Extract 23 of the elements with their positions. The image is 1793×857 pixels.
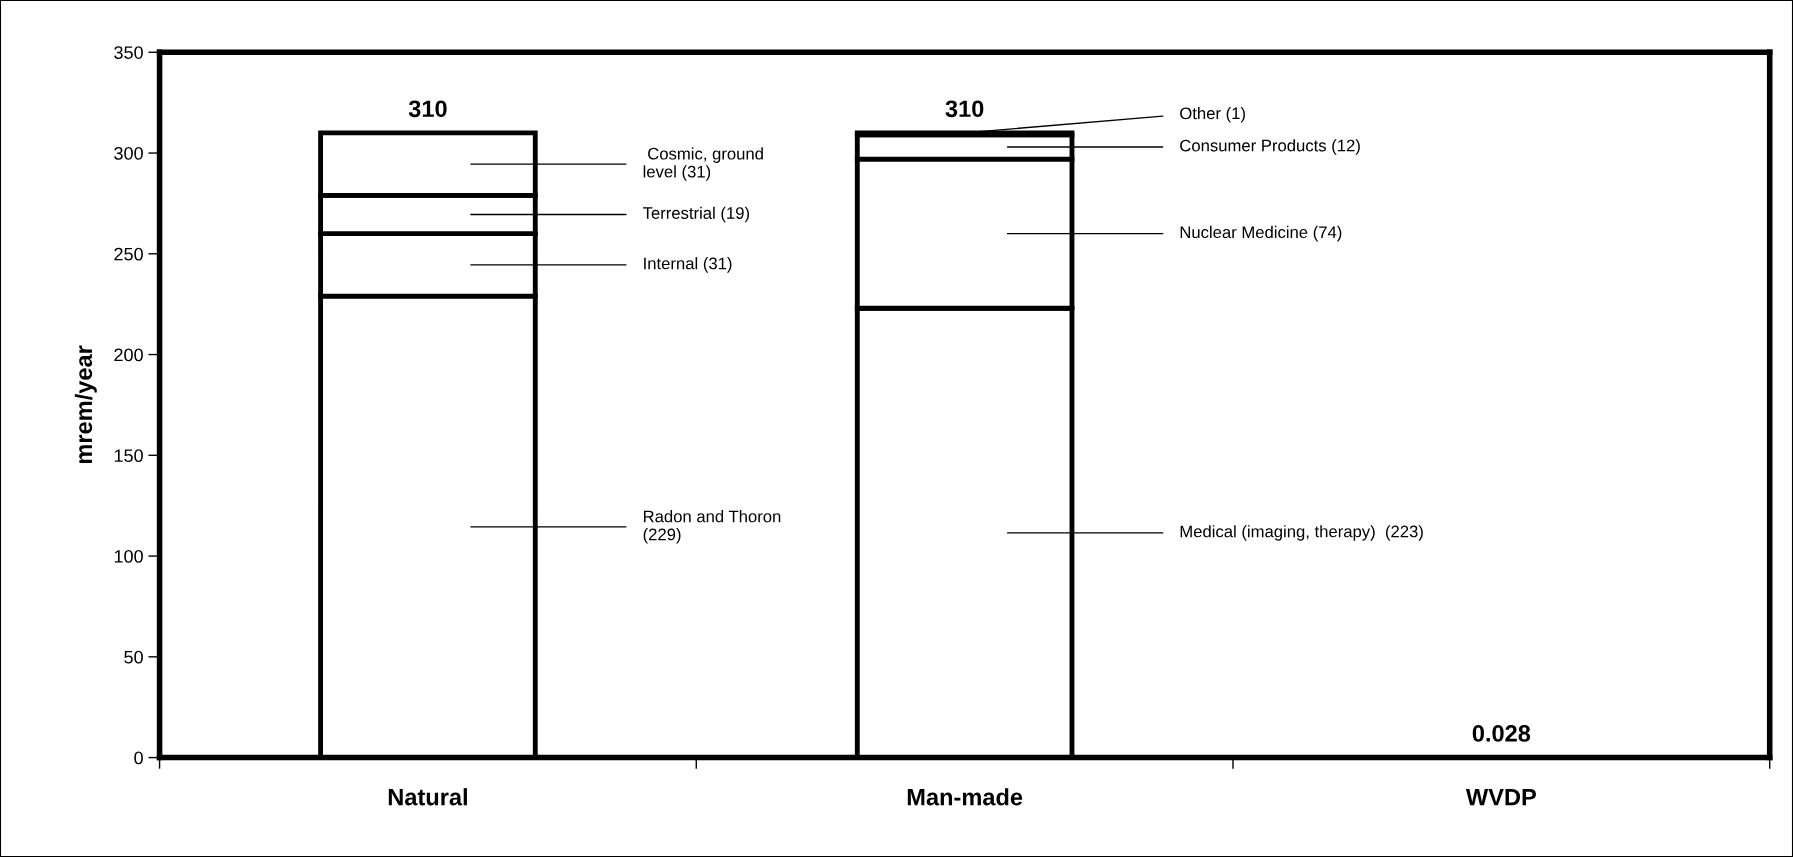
- y-tick-label: 100: [114, 550, 143, 563]
- y-tick-label: 250: [114, 247, 143, 261]
- total-label: 0.028: [1472, 725, 1531, 742]
- x-tick-label: Natural: [388, 788, 467, 806]
- annotation: Medical (imaging, therapy) (223): [1180, 525, 1423, 541]
- total-label: 310: [945, 100, 984, 118]
- y-tick-label: 200: [114, 348, 143, 362]
- y-tick-label: 0: [134, 751, 143, 765]
- x-tick-label: Man-made: [907, 788, 1023, 806]
- y-tick-label: 150: [114, 449, 143, 463]
- annotation: Terrestrial (19): [642, 206, 749, 223]
- annotation: Cosmic, ground level (31): [643, 147, 763, 181]
- annotation: Other (1): [1180, 106, 1245, 123]
- y-tick-label: 350: [114, 46, 143, 59]
- x-tick-label: WVDP: [1465, 789, 1536, 806]
- y-axis-title: mrem/year: [74, 345, 97, 464]
- y-tick-label: 50: [124, 650, 143, 664]
- y-tick-label: 300: [114, 146, 143, 160]
- annotation: Consumer Products (12): [1180, 139, 1360, 155]
- total-label: 310: [408, 100, 447, 118]
- annotation: Nuclear Medicine (74): [1180, 225, 1342, 242]
- annotation: Radon and Thoron (229): [643, 510, 781, 544]
- annotation: Internal (31): [644, 257, 732, 273]
